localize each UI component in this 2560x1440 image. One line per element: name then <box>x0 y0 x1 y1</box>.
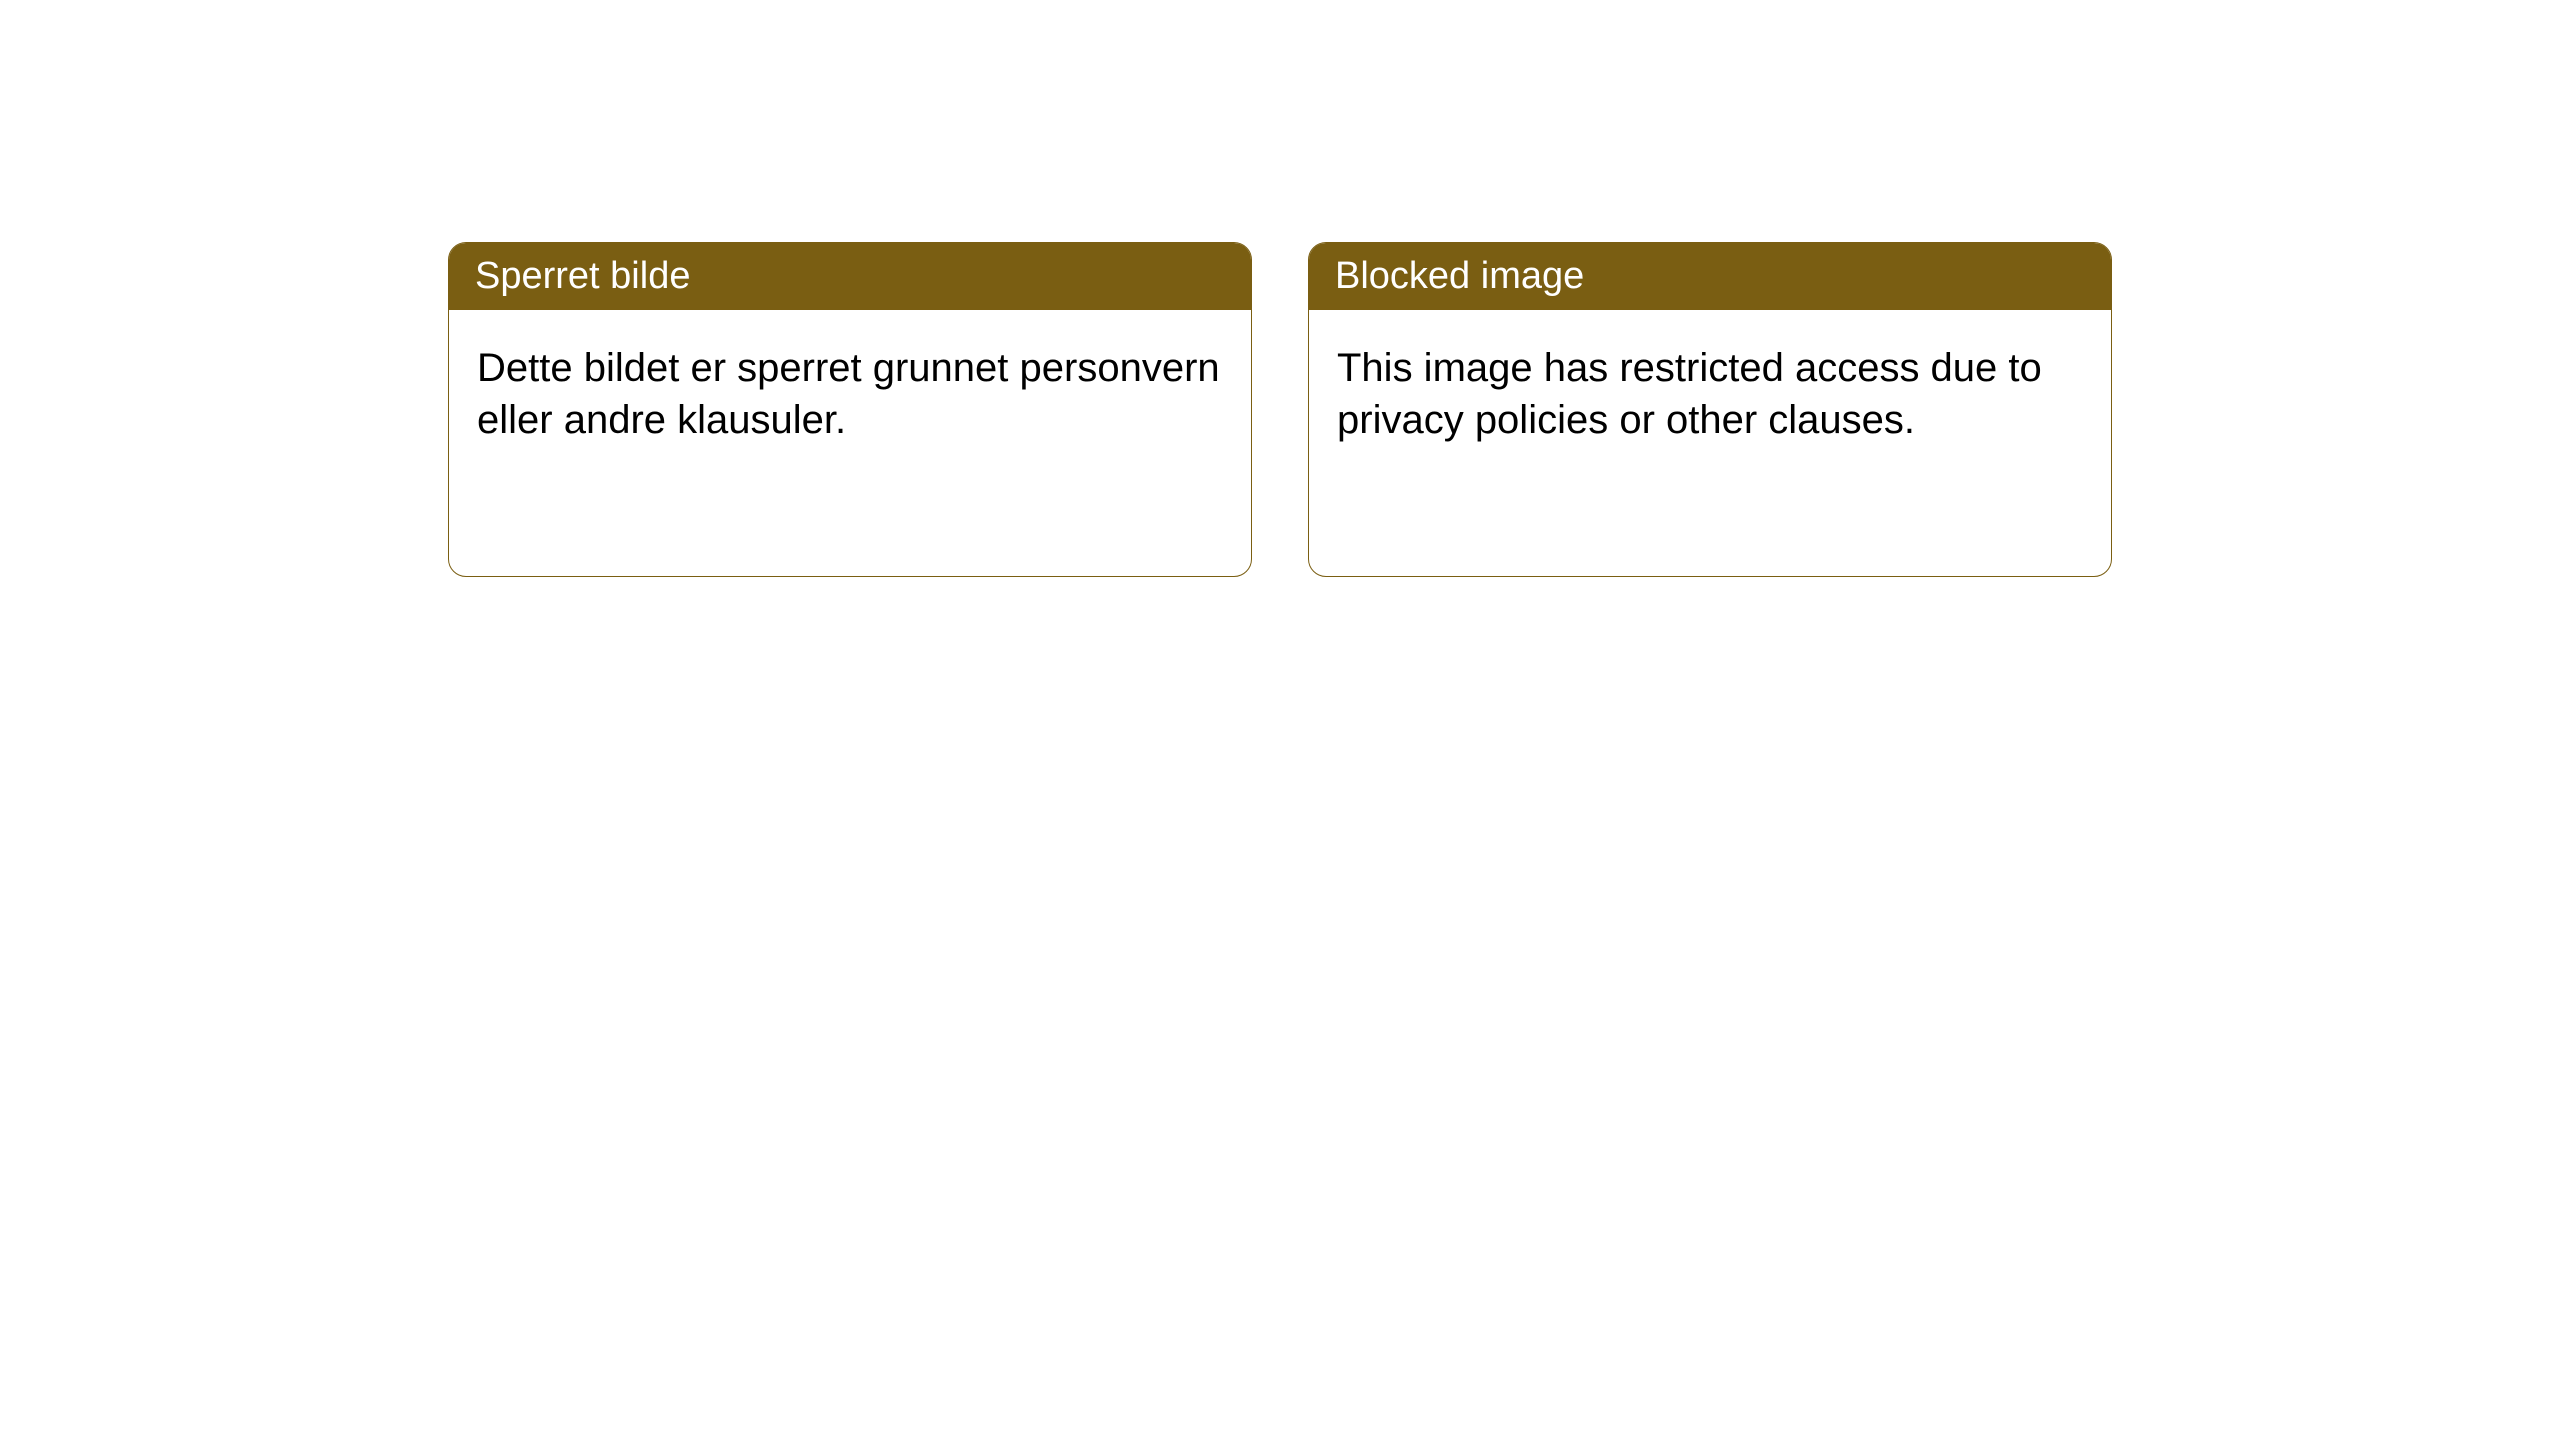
card-body-text: Dette bildet er sperret grunnet personve… <box>477 346 1220 442</box>
notice-cards-container: Sperret bilde Dette bildet er sperret gr… <box>448 242 2112 577</box>
card-body: Dette bildet er sperret grunnet personve… <box>449 310 1251 478</box>
card-title: Blocked image <box>1335 255 1584 297</box>
card-body: This image has restricted access due to … <box>1309 310 2111 478</box>
notice-card-english: Blocked image This image has restricted … <box>1308 242 2112 577</box>
card-header: Sperret bilde <box>449 243 1251 310</box>
card-title: Sperret bilde <box>475 255 690 297</box>
notice-card-norwegian: Sperret bilde Dette bildet er sperret gr… <box>448 242 1252 577</box>
card-header: Blocked image <box>1309 243 2111 310</box>
card-body-text: This image has restricted access due to … <box>1337 346 2042 442</box>
